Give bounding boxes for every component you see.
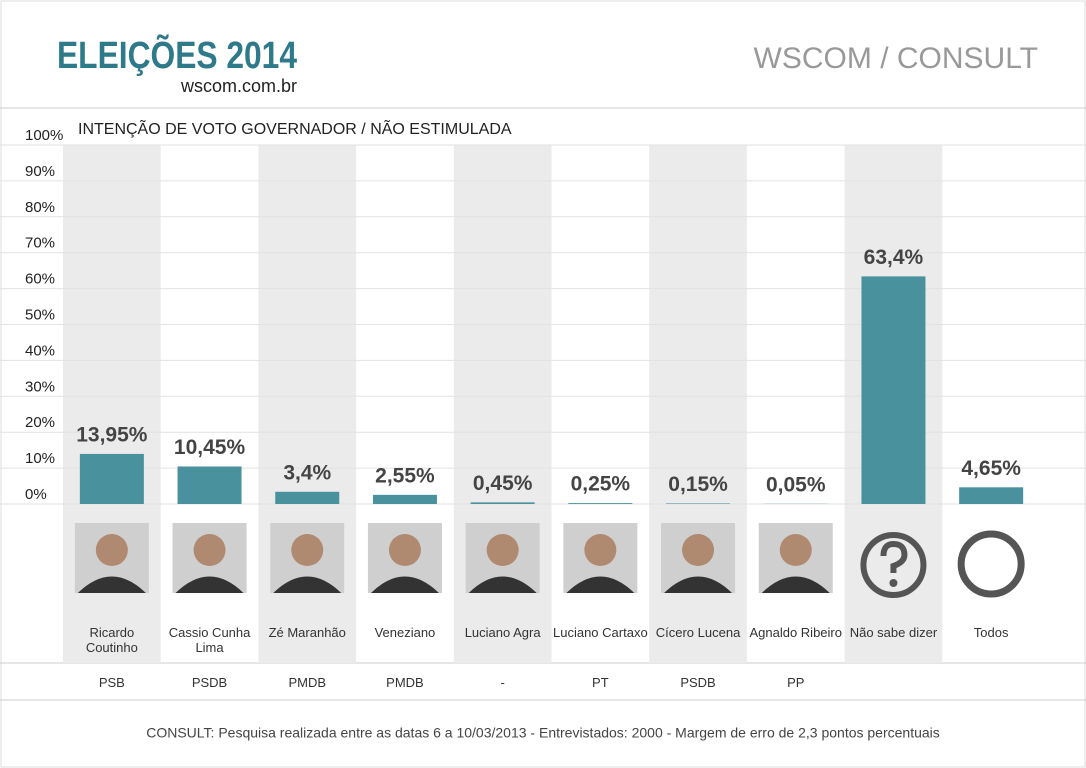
party-label: PSDB xyxy=(680,675,716,690)
bar xyxy=(861,276,926,504)
bar xyxy=(177,466,242,504)
x-tick-label: Luciano Agra xyxy=(464,625,541,640)
bar xyxy=(959,487,1024,504)
photo-body xyxy=(761,576,830,593)
footer: CONSULT: Pesquisa realizada entre as dat… xyxy=(146,725,940,741)
x-tick-label: Luciano Cartaxo xyxy=(553,625,648,640)
question-mark xyxy=(880,540,908,573)
party-label: PMDB xyxy=(288,675,327,690)
x-tick-label: Agnaldo Ribeiro xyxy=(749,625,842,640)
y-tick-label: 30% xyxy=(25,378,55,395)
y-tick-label: 70% xyxy=(25,235,55,252)
y-tick-label: 50% xyxy=(25,306,55,323)
photo-body xyxy=(77,576,146,593)
y-tick-label: 90% xyxy=(25,163,55,180)
value-label: 0,25% xyxy=(571,473,631,496)
photo-head xyxy=(682,534,715,566)
photo-body xyxy=(566,576,635,593)
photo-head xyxy=(486,534,519,566)
value-label: 4,65% xyxy=(961,457,1021,480)
value-label: 0,15% xyxy=(668,473,728,496)
value-label: 3,4% xyxy=(283,461,331,484)
bar xyxy=(568,503,633,504)
bar xyxy=(666,503,731,504)
x-tick-label: Ricardo Coutinho xyxy=(85,625,138,655)
chart-title: INTENÇÃO DE VOTO GOVERNADOR / NÃO ESTIMU… xyxy=(78,118,512,138)
party-label: - xyxy=(500,675,505,690)
bar xyxy=(372,494,437,504)
photo-head xyxy=(95,534,128,566)
header-source: WSCOM / CONSULT xyxy=(754,42,1038,75)
value-label: 2,55% xyxy=(375,464,435,487)
value-label: 0,05% xyxy=(766,473,826,496)
x-tick-label: Cícero Lucena xyxy=(655,625,741,640)
x-tick-label: Todos xyxy=(973,625,1009,640)
bar xyxy=(470,502,535,504)
y-tick-label: 60% xyxy=(25,271,55,288)
x-tick-label: Zé Maranhão xyxy=(268,625,346,640)
header-title: ELEIÇÕES 2014 xyxy=(57,33,297,77)
bar xyxy=(275,491,340,504)
y-tick-label: 20% xyxy=(25,414,55,431)
photo-body xyxy=(273,576,342,593)
header-site: wscom.com.br xyxy=(180,76,297,96)
photo-body xyxy=(664,576,733,593)
value-label: 10,45% xyxy=(174,436,246,459)
y-tick-label: 100% xyxy=(25,127,63,144)
value-label: 63,4% xyxy=(864,246,924,269)
question-dot xyxy=(889,579,898,587)
y-tick-label: 40% xyxy=(25,342,55,359)
photo-head xyxy=(388,534,421,566)
photo-head xyxy=(291,534,324,566)
photo-head xyxy=(779,534,812,566)
photo-head xyxy=(193,534,226,566)
photo-body xyxy=(370,576,439,593)
y-tick-label: 0% xyxy=(25,486,47,503)
photo-body xyxy=(175,576,244,593)
party-label: PP xyxy=(787,675,805,690)
y-tick-label: 80% xyxy=(25,199,55,216)
y-tick-label: 10% xyxy=(25,450,55,467)
all-icon xyxy=(957,530,1025,598)
party-label: PSB xyxy=(98,675,125,690)
party-label: PMDB xyxy=(386,675,424,690)
party-label: PT xyxy=(592,675,609,690)
x-tick-label: Veneziano xyxy=(374,625,436,640)
x-tick-label: Cassio Cunha Lima xyxy=(168,625,251,655)
photo-body xyxy=(468,576,537,593)
value-label: 13,95% xyxy=(76,423,148,446)
photo-head xyxy=(584,534,617,566)
value-label: 0,45% xyxy=(473,472,533,495)
bar xyxy=(79,453,144,504)
party-label: PSDB xyxy=(191,675,228,690)
x-tick-label: Não sabe dizer xyxy=(849,625,938,640)
unknown-icon xyxy=(860,532,927,598)
